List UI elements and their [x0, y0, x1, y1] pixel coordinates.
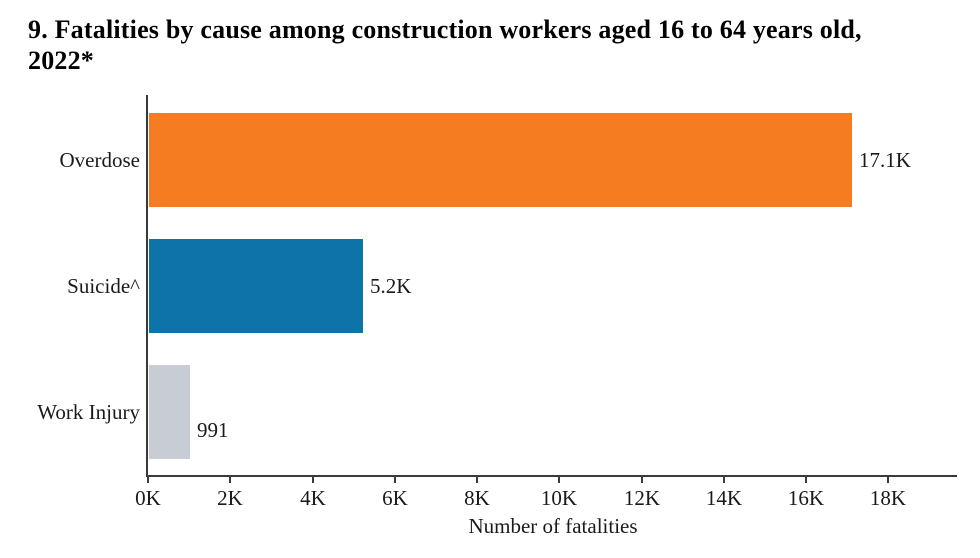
x-tick-mark: [394, 476, 396, 483]
category-label: Overdose: [59, 148, 140, 172]
value-label: 5.2K: [370, 274, 412, 298]
x-tick-mark: [147, 476, 149, 483]
category-label: Work Injury: [37, 400, 140, 424]
x-tick-mark: [723, 476, 725, 483]
x-tick-label: 2K: [217, 486, 243, 510]
x-tick-mark: [312, 476, 314, 483]
x-tick-label: 14K: [705, 486, 743, 510]
x-tick-mark: [476, 476, 478, 483]
x-tick-mark: [887, 476, 889, 483]
x-tick-label: 0K: [135, 486, 161, 510]
chart-title: 9. Fatalities by cause among constructio…: [28, 14, 958, 76]
value-label: 991: [197, 418, 229, 442]
y-axis-line: [146, 95, 148, 477]
x-tick-label: 8K: [464, 486, 490, 510]
x-tick-mark: [229, 476, 231, 483]
bar-overdose: [149, 113, 852, 207]
x-tick-label: 18K: [869, 486, 907, 510]
x-axis-title: Number of fatalities: [468, 514, 638, 538]
bar-suicide: [149, 239, 363, 333]
x-axis-line: [146, 475, 957, 477]
bar-work-injury: [149, 365, 190, 459]
value-label: 17.1K: [859, 148, 911, 172]
x-tick-label: 10K: [540, 486, 578, 510]
x-tick-mark: [805, 476, 807, 483]
x-tick-mark: [641, 476, 643, 483]
x-tick-label: 6K: [382, 486, 408, 510]
chart-title-line-1: 9. Fatalities by cause among constructio…: [28, 15, 862, 44]
chart-title-line-2: 2022*: [28, 46, 94, 75]
x-tick-mark: [558, 476, 560, 483]
x-tick-label: 12K: [623, 486, 661, 510]
x-tick-label: 4K: [300, 486, 326, 510]
x-tick-label: 16K: [787, 486, 825, 510]
category-label: Suicide^: [67, 274, 140, 298]
